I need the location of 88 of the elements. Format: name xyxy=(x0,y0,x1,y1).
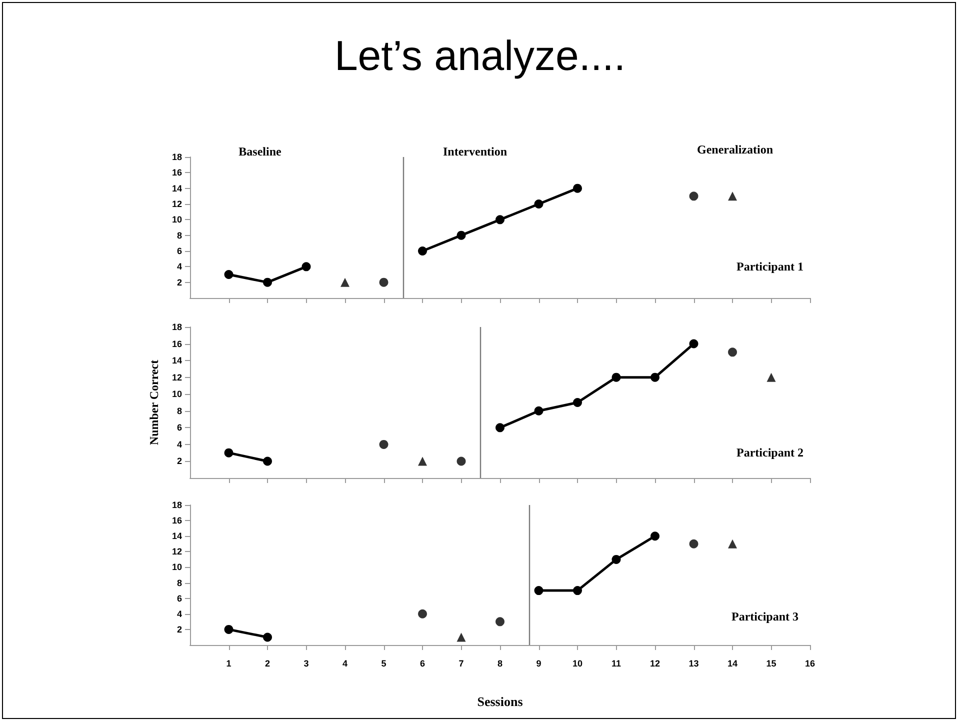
point xyxy=(224,448,234,458)
x-tick-label: 7 xyxy=(458,658,464,668)
point xyxy=(534,586,544,596)
point xyxy=(766,372,776,382)
y-tick-label: 18 xyxy=(172,322,182,332)
x-tick-label: 10 xyxy=(572,658,583,668)
point xyxy=(534,200,544,208)
x-tick-label: 11 xyxy=(611,658,622,668)
y-tick-label: 12 xyxy=(172,372,182,382)
point xyxy=(728,539,737,548)
x-tick-label: 16 xyxy=(804,658,816,668)
point xyxy=(263,278,272,287)
y-tick-label: 4 xyxy=(176,439,182,450)
y-tick-label: 10 xyxy=(172,389,182,400)
point xyxy=(689,339,698,348)
point xyxy=(650,372,660,382)
x-tick-label: 12 xyxy=(650,658,660,668)
point xyxy=(418,246,427,256)
point xyxy=(573,586,582,596)
annotation: Baseline xyxy=(238,144,282,160)
y-tick-label: 18 xyxy=(172,152,182,162)
x-tick-label: 6 xyxy=(420,658,426,668)
point xyxy=(379,278,388,287)
y-tick-label: 6 xyxy=(176,246,182,256)
y-tick-label: 14 xyxy=(172,356,182,366)
y-tick-label: 8 xyxy=(176,578,182,588)
point xyxy=(689,192,698,201)
x-tick-label: 3 xyxy=(304,658,309,668)
point xyxy=(302,262,311,272)
y-tick-label: 8 xyxy=(176,230,182,240)
annotation: Intervention xyxy=(443,144,507,160)
x-tick-label: 14 xyxy=(727,658,738,668)
point xyxy=(496,215,504,224)
point xyxy=(263,456,272,466)
y-tick-label: 4 xyxy=(176,262,182,272)
point xyxy=(728,192,737,201)
x-tick-label: 2 xyxy=(264,658,270,668)
y-tick-label: 16 xyxy=(172,168,182,178)
y-axis-title: Number Correct xyxy=(147,360,161,446)
point xyxy=(650,532,660,541)
point xyxy=(728,348,737,357)
y-tick-label: 12 xyxy=(172,546,182,557)
point xyxy=(689,539,698,548)
y-tick-label: 14 xyxy=(172,531,182,542)
chart-title: Let’s analyze.... xyxy=(333,32,627,80)
point xyxy=(456,230,466,240)
y-tick-label: 8 xyxy=(176,406,182,416)
annotation: Participant 3 xyxy=(732,610,798,624)
x-tick-label: 9 xyxy=(536,658,542,668)
x-tick-label: 15 xyxy=(766,658,776,668)
point xyxy=(418,609,427,618)
point xyxy=(612,372,621,382)
point xyxy=(418,456,427,466)
x-tick-label: 8 xyxy=(497,658,503,668)
x-axis-title: Sessions xyxy=(477,694,523,709)
point xyxy=(496,423,504,432)
y-tick-label: 16 xyxy=(172,516,182,526)
text: Generalization xyxy=(697,142,773,158)
x-tick-label: 13 xyxy=(688,658,699,668)
point xyxy=(456,456,466,466)
y-tick-label: 2 xyxy=(176,456,182,466)
y-tick-label: 2 xyxy=(176,624,182,634)
point xyxy=(340,278,350,287)
y-tick-label: 10 xyxy=(172,562,182,572)
point xyxy=(224,270,234,279)
x-tick-label: 1 xyxy=(226,658,232,668)
point xyxy=(379,440,388,449)
y-tick-label: 6 xyxy=(176,593,182,604)
y-tick-label: 16 xyxy=(172,338,182,349)
y-tick-label: 12 xyxy=(172,199,182,209)
point xyxy=(534,406,544,416)
y-tick-label: 6 xyxy=(176,422,182,433)
y-tick-label: 14 xyxy=(172,183,182,194)
point xyxy=(263,632,272,642)
point xyxy=(224,624,234,634)
point xyxy=(573,184,582,193)
y-tick-label: 2 xyxy=(176,277,182,288)
point xyxy=(496,617,504,626)
x-tick-label: 5 xyxy=(381,658,386,668)
y-tick-label: 10 xyxy=(172,214,182,225)
x-tick-label: 4 xyxy=(342,658,348,668)
y-tick-label: 4 xyxy=(176,608,182,619)
point xyxy=(612,554,621,564)
annotation: Participant 2 xyxy=(736,446,804,460)
point xyxy=(573,398,582,407)
point xyxy=(456,632,466,642)
y-tick-label: 18 xyxy=(172,500,182,510)
annotation: Participant 1 xyxy=(736,260,804,274)
